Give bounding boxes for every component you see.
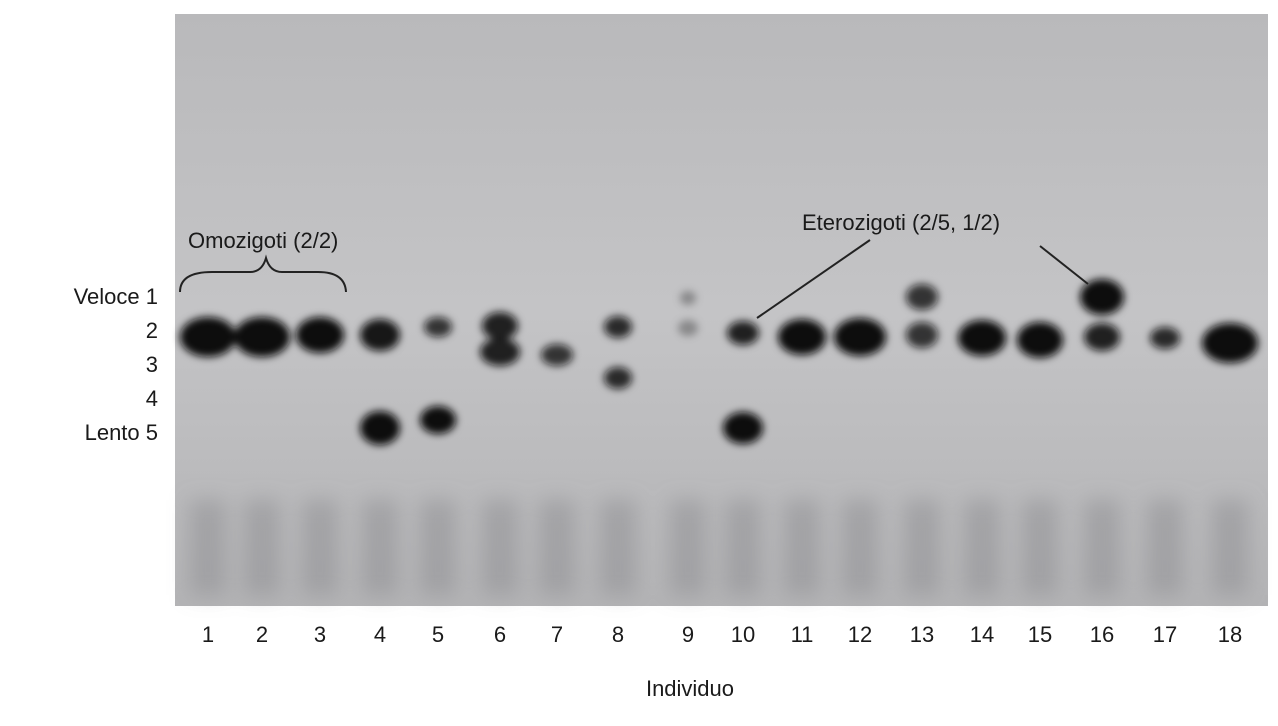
band — [480, 338, 520, 366]
band — [604, 316, 632, 338]
smear — [1212, 500, 1248, 595]
band — [680, 291, 696, 305]
band — [723, 412, 763, 444]
band — [424, 317, 452, 337]
band — [1084, 323, 1120, 351]
band — [420, 406, 456, 434]
row-label: Veloce 1 — [74, 284, 158, 309]
annotation: Eterozigoti (2/5, 1/2) — [802, 210, 1000, 235]
band — [482, 312, 518, 340]
lane-label: 14 — [970, 622, 994, 647]
smear — [1147, 500, 1183, 595]
smears — [190, 500, 1248, 595]
lane-label: 4 — [374, 622, 386, 647]
smear — [904, 500, 940, 595]
row-label: Lento 5 — [85, 420, 158, 445]
lane-label: 5 — [432, 622, 444, 647]
band — [1080, 279, 1124, 315]
lane-label: 7 — [551, 622, 563, 647]
band — [296, 317, 344, 353]
lane-label: 3 — [314, 622, 326, 647]
lane-label: 9 — [682, 622, 694, 647]
brace — [179, 254, 347, 293]
smear — [1022, 500, 1058, 595]
smear — [244, 500, 280, 595]
smear — [539, 500, 575, 595]
smear — [1084, 500, 1120, 595]
smear — [784, 500, 820, 595]
band — [360, 319, 400, 351]
lane-label: 13 — [910, 622, 934, 647]
row-label: 4 — [146, 386, 158, 411]
smear — [725, 500, 761, 595]
band — [678, 320, 698, 336]
axis-label: Individuo — [646, 676, 734, 701]
bands — [180, 279, 1258, 445]
band — [778, 319, 826, 355]
band — [1150, 327, 1180, 349]
smear — [964, 500, 1000, 595]
lane-label: 15 — [1028, 622, 1052, 647]
smear — [482, 500, 518, 595]
band — [604, 367, 632, 389]
band — [834, 318, 886, 356]
smear — [600, 500, 636, 595]
band — [541, 344, 573, 366]
smear — [362, 500, 398, 595]
smear — [420, 500, 456, 595]
lane-label: 10 — [731, 622, 755, 647]
band — [180, 317, 236, 357]
lane-label: 18 — [1218, 622, 1242, 647]
pointer-line — [1039, 245, 1089, 285]
lane-label: 2 — [256, 622, 268, 647]
lane-label: 17 — [1153, 622, 1177, 647]
lane-label: 6 — [494, 622, 506, 647]
smear — [670, 500, 706, 595]
row-label: 2 — [146, 318, 158, 343]
band — [360, 411, 400, 445]
band — [1017, 322, 1063, 358]
band — [906, 284, 938, 310]
annotation: Omozigoti (2/2) — [188, 228, 338, 253]
lane-label: 8 — [612, 622, 624, 647]
lane-label: 16 — [1090, 622, 1114, 647]
band — [958, 320, 1006, 356]
lane-label: 12 — [848, 622, 872, 647]
row-label: 3 — [146, 352, 158, 377]
pointer-line — [756, 239, 871, 319]
band — [727, 321, 759, 345]
band — [906, 322, 938, 348]
smear — [302, 500, 338, 595]
lane-label: 1 — [202, 622, 214, 647]
band — [1202, 323, 1258, 363]
smear — [190, 500, 226, 595]
lane-label: 11 — [791, 622, 814, 647]
band — [234, 317, 290, 357]
smear — [842, 500, 878, 595]
